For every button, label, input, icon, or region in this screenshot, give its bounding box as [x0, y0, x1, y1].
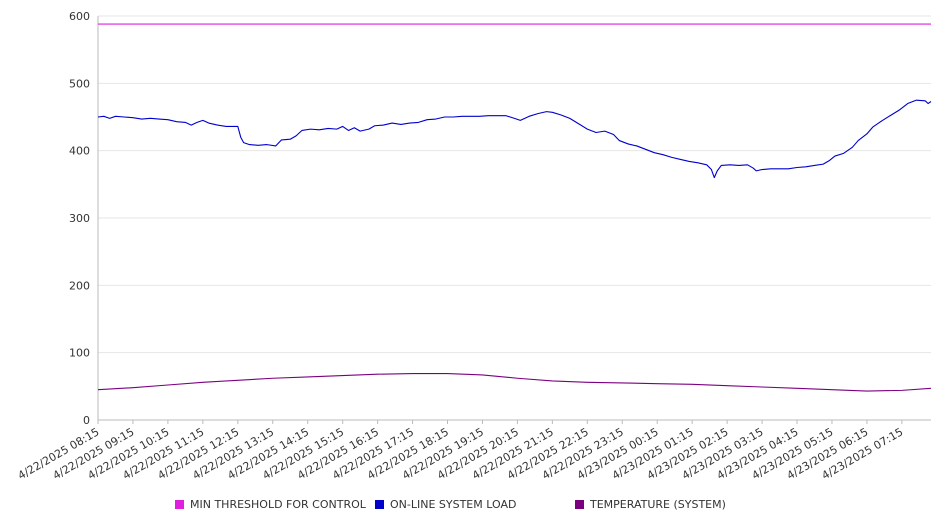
legend-swatch-min-threshold	[175, 500, 184, 509]
grid-layer	[98, 15, 931, 354]
legend-swatch-temperature	[575, 500, 584, 509]
legend-label-system-load: ON-LINE SYSTEM LOAD	[390, 498, 517, 511]
temperature-line	[97, 372, 932, 392]
legend-item-system-load[interactable]: ON-LINE SYSTEM LOAD	[375, 498, 516, 511]
legend-swatch-system-load	[375, 500, 384, 509]
legend-label-min-threshold: MIN THRESHOLD FOR CONTROL	[190, 498, 366, 511]
series-layer	[97, 23, 932, 392]
legend-label-temperature: TEMPERATURE (SYSTEM)	[590, 498, 726, 511]
y-tick-label-0: 0	[83, 414, 90, 427]
legend-item-min-threshold[interactable]: MIN THRESHOLD FOR CONTROL	[175, 498, 366, 511]
y-tick-label-200: 200	[69, 279, 90, 292]
y-tick-label-600: 600	[69, 10, 90, 23]
y-tick-label-100: 100	[69, 347, 90, 360]
system-load-line	[97, 99, 932, 179]
legend-item-temperature[interactable]: TEMPERATURE (SYSTEM)	[575, 498, 726, 511]
y-tick-label-300: 300	[69, 212, 90, 225]
y-tick-label-500: 500	[69, 77, 90, 90]
legend: MIN THRESHOLD FOR CONTROL ON-LINE SYSTEM…	[0, 498, 946, 514]
y-tick-label-400: 400	[69, 145, 90, 158]
